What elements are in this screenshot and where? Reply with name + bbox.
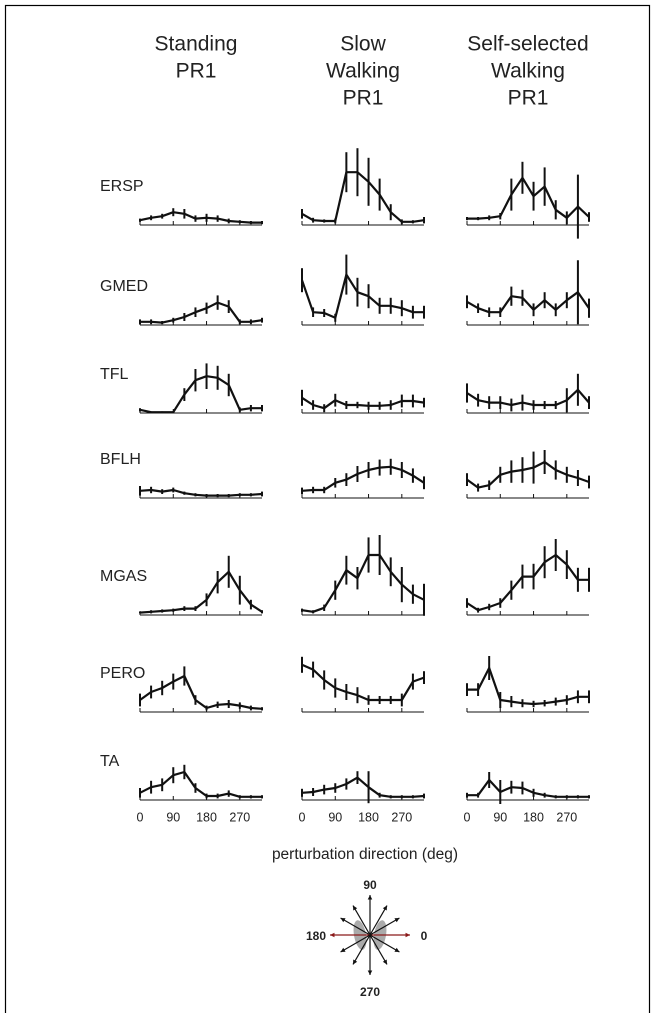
row-label: TFL [100,366,129,383]
compass-arrow [340,934,371,953]
compass-arrow [352,934,371,965]
arrow-head [330,932,335,938]
column-title: PR1 [343,87,384,110]
data-line [466,291,590,314]
column-title: PR1 [508,87,549,110]
arrow-head [367,895,373,900]
arrow-head [405,932,410,938]
frame [4,4,651,1013]
x-tick-label: 270 [556,810,577,824]
data-line [301,553,425,613]
x-tick-label: 0 [299,810,306,824]
row-label: ERSP [100,178,144,195]
data-line [466,460,590,489]
x-tick-label: 180 [358,810,379,824]
compass-arrow [369,934,400,953]
data-line [467,778,589,798]
compass-arrow [369,905,388,936]
row-label: MGAS [100,568,147,585]
arrow-head [394,947,400,952]
x-tick-label: 270 [229,810,250,824]
data-line [139,570,263,614]
arrow-head [367,970,373,975]
x-axis-label: perturbation direction (deg) [272,846,458,863]
data-line [466,553,589,612]
arrow-head [340,918,346,923]
column-title: Walking [491,60,565,83]
arrow-head [353,959,358,965]
data-line [301,776,425,798]
compass-arrow [340,917,371,936]
compass-label: 90 [363,878,377,892]
column-title: PR1 [176,60,217,83]
data-line [301,171,425,223]
data-line [301,663,425,702]
data-line [301,465,425,492]
x-tick-label: 0 [137,810,144,824]
data-line [139,770,262,798]
row-label: BFLH [100,451,141,468]
compass-arrow [369,917,400,936]
row-label: GMED [100,278,148,295]
arrow-head [353,905,358,911]
data-line [301,396,425,410]
x-tick-label: 90 [166,810,180,824]
compass-label: 180 [306,929,326,943]
x-tick-label: 180 [523,810,544,824]
x-tick-label: 90 [328,810,342,824]
column-title: Self-selected [467,33,588,56]
row-label: PERO [100,665,145,682]
arrow-head [394,918,400,923]
compass-arrow [369,934,388,965]
data-line [300,273,424,319]
row-label: TA [100,753,120,770]
data-line [140,301,263,324]
arrow-head [382,959,387,965]
column-title: Walking [326,60,400,83]
data-line [139,211,262,224]
column-title: Slow [340,33,386,56]
compass-arrow [352,905,371,936]
x-tick-label: 270 [391,810,412,824]
x-tick-label: 90 [493,810,507,824]
arrow-head [382,905,387,911]
compass [330,895,410,975]
data-line [467,666,589,706]
data-line [139,674,263,710]
compass-label: 270 [360,985,380,999]
x-tick-label: 0 [464,810,471,824]
data-line [467,176,590,220]
data-line [139,488,263,497]
column-title: Standing [155,33,238,56]
compass-label: 0 [421,929,428,943]
data-line [466,388,590,407]
x-tick-label: 180 [196,810,217,824]
data-line [139,375,262,414]
arrow-head [340,947,346,952]
